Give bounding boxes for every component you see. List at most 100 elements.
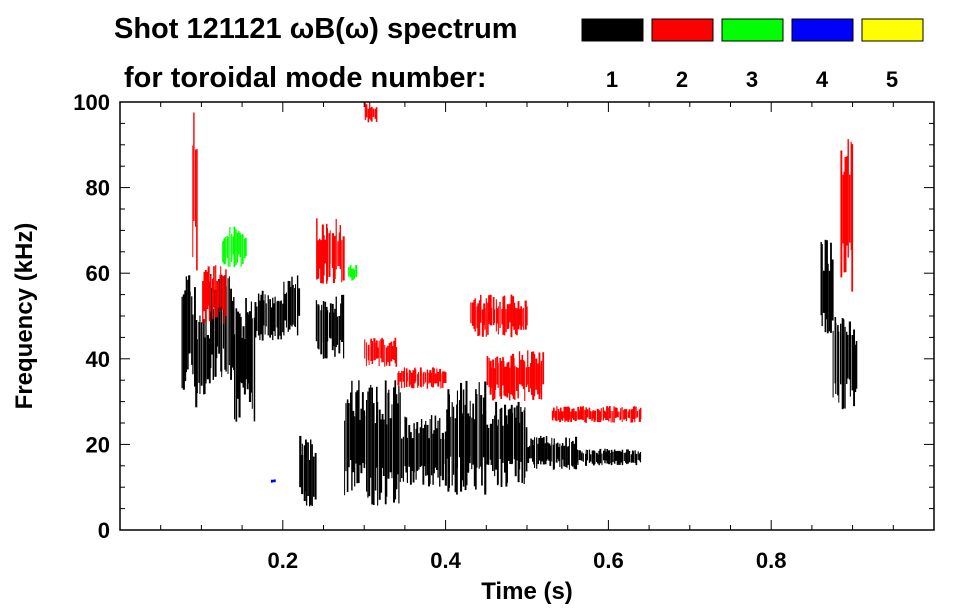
spectral-streak xyxy=(567,406,570,422)
spectral-streak xyxy=(520,407,522,462)
spectral-streak xyxy=(846,331,848,384)
spectral-streak xyxy=(234,334,236,420)
spectral-streak xyxy=(506,304,509,329)
spectral-streak xyxy=(471,302,474,326)
spectral-streak xyxy=(582,453,584,462)
spectral-streak xyxy=(490,367,493,389)
spectral-streak xyxy=(599,448,602,464)
spectral-streak xyxy=(440,373,442,389)
spectral-streak xyxy=(850,141,852,250)
spectral-streak xyxy=(355,265,358,277)
spectral-streak xyxy=(369,102,371,119)
spectral-streak xyxy=(386,424,388,497)
spectral-streak xyxy=(389,418,392,473)
spectral-streak xyxy=(381,337,383,363)
spectral-streak xyxy=(607,450,610,465)
spectral-feature-mode-1-16 xyxy=(820,239,834,334)
spectral-streak xyxy=(211,278,214,320)
spectral-streak xyxy=(559,443,561,467)
axis-ticks: 0 20 40 60 80 100 0.2 0.4 0.6 0.8 xyxy=(73,90,934,573)
spectral-streak xyxy=(206,271,209,310)
spectral-streak xyxy=(588,449,591,463)
spectral-streak xyxy=(545,436,548,461)
spectral-streak xyxy=(541,438,544,462)
spectral-streak xyxy=(230,288,232,380)
spectral-streak xyxy=(556,406,558,422)
x-tick-label: 0.2 xyxy=(268,548,299,573)
spectral-streak xyxy=(233,226,236,267)
spectral-streak xyxy=(591,450,594,464)
spectral-streak xyxy=(502,425,504,463)
spectral-streak xyxy=(573,443,575,469)
spectral-streak xyxy=(412,370,415,389)
y-tick-label: 20 xyxy=(86,432,110,457)
spectral-streak xyxy=(492,297,495,325)
spectral-streak xyxy=(634,406,636,423)
spectral-streak xyxy=(371,387,373,505)
spectral-streak xyxy=(490,423,492,465)
spectral-streak xyxy=(486,356,489,386)
spectral-feature-mode-3-1 xyxy=(222,226,247,267)
spectral-streak xyxy=(384,380,387,505)
spectral-streak xyxy=(221,275,224,310)
spectral-streak xyxy=(274,296,276,336)
spectral-streak xyxy=(251,318,253,409)
spectral-streak xyxy=(582,406,584,420)
spectral-streak xyxy=(385,347,388,366)
spectral-streak xyxy=(317,240,320,279)
spectral-streak xyxy=(239,317,242,383)
spectral-streak xyxy=(456,390,458,468)
spectral-streak xyxy=(254,302,257,338)
spectral-streak xyxy=(512,358,515,399)
spectral-streak xyxy=(491,307,493,326)
spectral-streak xyxy=(426,369,429,389)
spectral-streak xyxy=(326,223,328,284)
spectral-streak xyxy=(606,406,608,421)
spectral-streak xyxy=(334,235,336,279)
spectral-streak xyxy=(329,230,331,264)
spectral-streak xyxy=(499,301,501,329)
legend-swatch-mode-1 xyxy=(581,18,644,42)
spectral-streak xyxy=(577,406,579,420)
spectral-streak xyxy=(636,411,639,418)
spectral-streak xyxy=(426,424,429,476)
spectral-streak xyxy=(430,415,433,476)
spectral-streak xyxy=(432,433,434,485)
spectral-streak xyxy=(264,294,266,335)
spectral-streak xyxy=(391,346,394,360)
spectral-streak xyxy=(225,286,227,372)
spectral-streak xyxy=(436,428,438,470)
spectral-streak xyxy=(316,218,318,280)
spectral-streak xyxy=(259,300,261,341)
spectral-streak xyxy=(224,275,226,370)
spectral-streak xyxy=(847,139,849,258)
spectral-streak xyxy=(422,428,425,485)
spectral-streak xyxy=(481,414,483,486)
spectral-streak xyxy=(193,112,195,221)
spectral-streak xyxy=(382,339,384,363)
spectral-feature-mode-1-14 xyxy=(527,435,578,470)
spectral-streak xyxy=(287,280,289,332)
spectral-streak xyxy=(618,450,621,465)
spectral-streak xyxy=(500,407,503,487)
spectral-streak xyxy=(182,294,185,390)
spectral-streak xyxy=(224,237,226,264)
spectral-streak xyxy=(499,357,501,397)
spectral-streak xyxy=(403,367,405,388)
spectral-streak xyxy=(341,240,343,283)
spectral-streak xyxy=(354,416,356,487)
spectral-streak xyxy=(217,280,220,308)
spectral-streak xyxy=(261,290,264,341)
spectral-streak xyxy=(244,237,247,257)
spectral-streak xyxy=(206,335,209,380)
spectral-streak xyxy=(483,303,486,325)
spectral-streak xyxy=(635,453,638,466)
spectral-streak xyxy=(229,227,231,267)
spectral-streak xyxy=(570,411,572,423)
spectral-streak xyxy=(329,312,331,338)
spectral-streak xyxy=(638,453,641,461)
series-mode-2 xyxy=(192,102,854,423)
spectral-feature-mode-2-1 xyxy=(192,112,198,271)
spectral-streak xyxy=(216,302,219,347)
spectral-streak xyxy=(440,438,442,476)
